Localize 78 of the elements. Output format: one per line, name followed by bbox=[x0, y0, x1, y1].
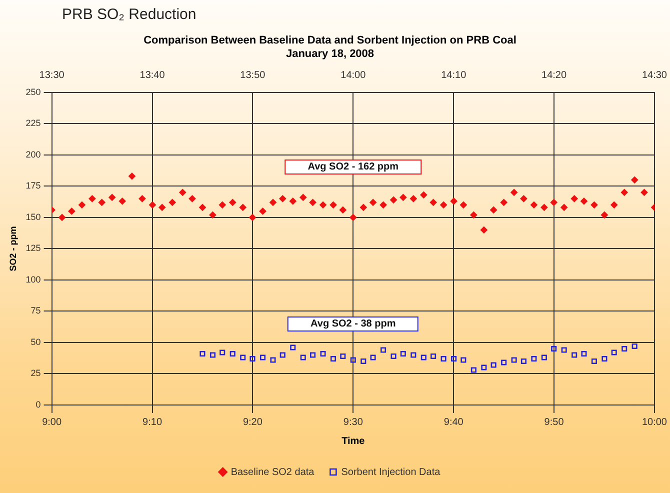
point bbox=[551, 346, 557, 352]
chart-title: PRB SO₂ Reduction bbox=[61, 5, 198, 25]
annotation: Avg SO2 - 162 ppm bbox=[308, 162, 399, 173]
point bbox=[200, 350, 206, 357]
point bbox=[330, 356, 336, 362]
point bbox=[481, 364, 487, 370]
x-tick-label: 9:00 bbox=[42, 416, 62, 428]
point bbox=[591, 358, 597, 364]
point bbox=[220, 350, 226, 356]
x-tick-label: 10:00 bbox=[642, 416, 668, 428]
point bbox=[501, 360, 507, 366]
annotation: Avg SO2 - 38 ppm bbox=[310, 318, 396, 330]
chart-subtitle: Comparison Between Baseline Data and Sorbent Injection on PRB Coal bbox=[144, 34, 516, 47]
y-tick-label: 125 bbox=[26, 243, 41, 254]
point bbox=[451, 356, 457, 362]
point bbox=[572, 352, 578, 358]
point bbox=[260, 354, 266, 360]
legend-label: Sorbent Injection Data bbox=[341, 466, 441, 478]
text: January 18, 2008 bbox=[286, 48, 374, 60]
y-tick-label: 200 bbox=[26, 149, 41, 160]
point bbox=[622, 346, 628, 352]
y-tick-label: 25 bbox=[30, 368, 41, 378]
x-tick-label: 9:40 bbox=[444, 416, 464, 428]
point bbox=[460, 357, 466, 363]
point bbox=[511, 357, 517, 363]
point bbox=[250, 356, 256, 362]
y-tick-label: 50 bbox=[30, 336, 41, 347]
point bbox=[490, 362, 496, 368]
point bbox=[531, 356, 537, 362]
x-tick-label: 9:30 bbox=[343, 416, 364, 428]
y-tick-label: 0 bbox=[36, 399, 41, 410]
point bbox=[390, 353, 396, 360]
point bbox=[410, 352, 416, 358]
y-tick-label: 150 bbox=[26, 212, 41, 222]
point bbox=[380, 347, 386, 353]
y-axis-title: SO2 - ppm bbox=[8, 226, 18, 272]
x2-tick-label: 13:30 bbox=[39, 70, 65, 82]
y-tick-label: 250 bbox=[26, 86, 41, 97]
point bbox=[320, 350, 326, 357]
point bbox=[420, 354, 426, 360]
point bbox=[280, 352, 286, 358]
x2-tick-label: 13:50 bbox=[240, 70, 266, 82]
point bbox=[632, 343, 638, 350]
x2-tick-label: 14:30 bbox=[642, 70, 668, 82]
y-tick-label: 225 bbox=[26, 118, 41, 128]
y-tick-label: 100 bbox=[26, 274, 41, 284]
point bbox=[210, 352, 216, 358]
point bbox=[290, 344, 296, 350]
x2-tick-label: 14:00 bbox=[340, 70, 366, 82]
point bbox=[350, 357, 356, 363]
x-axis-title: Time bbox=[342, 436, 366, 447]
point bbox=[300, 354, 306, 360]
point bbox=[440, 356, 446, 362]
point bbox=[541, 354, 547, 360]
point bbox=[270, 357, 276, 363]
point bbox=[611, 350, 617, 356]
point bbox=[400, 350, 406, 357]
point bbox=[470, 367, 476, 373]
y-tick-label: 175 bbox=[26, 180, 41, 191]
x-tick-label: 9:10 bbox=[142, 416, 162, 428]
y-tick-label: 75 bbox=[30, 306, 41, 316]
x2-tick-label: 14:20 bbox=[542, 70, 567, 82]
x2-tick-label: 14:10 bbox=[441, 70, 467, 82]
point bbox=[520, 358, 526, 364]
x-tick-label: 9:50 bbox=[544, 416, 564, 428]
point bbox=[370, 354, 376, 360]
point bbox=[310, 352, 316, 358]
legend-label: Baseline SO2 data bbox=[230, 466, 315, 478]
point bbox=[430, 353, 436, 360]
point bbox=[360, 358, 366, 364]
point bbox=[340, 353, 346, 360]
point bbox=[230, 350, 236, 357]
point bbox=[581, 350, 587, 357]
point bbox=[240, 354, 246, 360]
x2-tick-label: 13:40 bbox=[140, 70, 166, 82]
point bbox=[561, 347, 567, 353]
x-tick-label: 9:20 bbox=[242, 416, 263, 428]
point bbox=[602, 356, 608, 362]
